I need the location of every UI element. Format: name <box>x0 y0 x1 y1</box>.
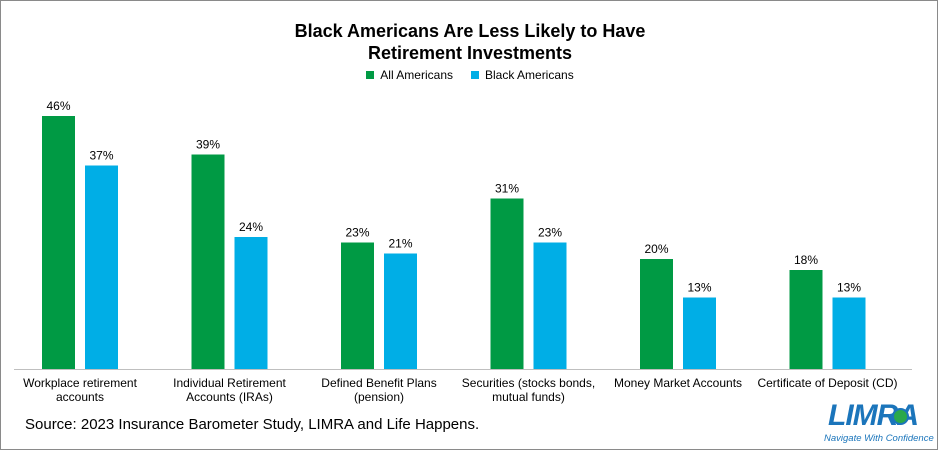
legend-swatch-all-americans <box>366 71 375 79</box>
category-label-0-line-1: accounts <box>56 390 104 404</box>
bar-black-2 <box>384 253 417 369</box>
data-label-all-0: 46% <box>46 99 70 113</box>
category-label-2-line-1: (pension) <box>354 390 404 404</box>
chart-title-line-1: Black Americans Are Less Likely to Have <box>294 21 646 41</box>
bar-all-2 <box>341 242 374 369</box>
bar-all-3 <box>490 198 524 369</box>
source-note: Source: 2023 Insurance Barometer Study, … <box>25 416 480 433</box>
data-label-black-0: 37% <box>89 149 113 163</box>
category-label-0-line-0: Workplace retirement <box>23 376 137 390</box>
logo-tagline: Navigate With Confidence <box>824 433 934 444</box>
category-label-1-line-1: Accounts (IRAs) <box>186 390 273 404</box>
bar-all-0 <box>42 116 75 369</box>
bar-all-5 <box>789 270 823 369</box>
legend-item-black-americans: Black Americans <box>471 68 574 82</box>
data-label-black-1: 24% <box>239 220 263 234</box>
data-label-all-5: 18% <box>794 253 818 267</box>
category-label-5-line-0: Certificate of Deposit (CD) <box>757 376 897 390</box>
bar-black-3 <box>533 242 567 369</box>
data-label-black-2: 21% <box>388 237 412 251</box>
category-label-3-line-1: mutual funds) <box>492 390 565 404</box>
data-label-black-5: 13% <box>837 281 861 295</box>
chart-legend: All Americans Black Americans <box>0 68 940 82</box>
bar-all-1 <box>191 154 225 369</box>
data-label-all-3: 31% <box>495 182 519 196</box>
bar-all-4 <box>640 259 673 369</box>
category-label-3-line-0: Securities (stocks bonds, <box>462 376 595 390</box>
data-label-all-4: 20% <box>644 242 668 256</box>
data-label-black-4: 13% <box>687 281 711 295</box>
chart-title-line-2: Retirement Investments <box>367 43 573 63</box>
legend-label-all-americans: All Americans <box>380 68 453 82</box>
bar-black-1 <box>234 237 268 369</box>
limra-logo: LIMRA Navigate With Confidence <box>818 400 934 446</box>
category-label-2-line-0: Defined Benefit Plans <box>321 376 436 390</box>
legend-swatch-black-americans <box>471 71 479 79</box>
data-label-all-2: 23% <box>345 226 369 240</box>
category-label-1-line-0: Individual Retirement <box>173 376 286 390</box>
bar-black-5 <box>832 297 866 369</box>
category-label-4-line-0: Money Market Accounts <box>614 376 742 390</box>
bar-black-0 <box>85 165 118 369</box>
data-label-black-3: 23% <box>538 226 562 240</box>
chart-title: Black Americans Are Less Likely to Have … <box>0 20 940 64</box>
bar-black-4 <box>683 297 716 369</box>
globe-icon <box>892 408 909 425</box>
legend-item-all-americans: All Americans <box>366 68 453 82</box>
legend-label-black-americans: Black Americans <box>485 68 574 82</box>
data-label-all-1: 39% <box>196 138 220 152</box>
